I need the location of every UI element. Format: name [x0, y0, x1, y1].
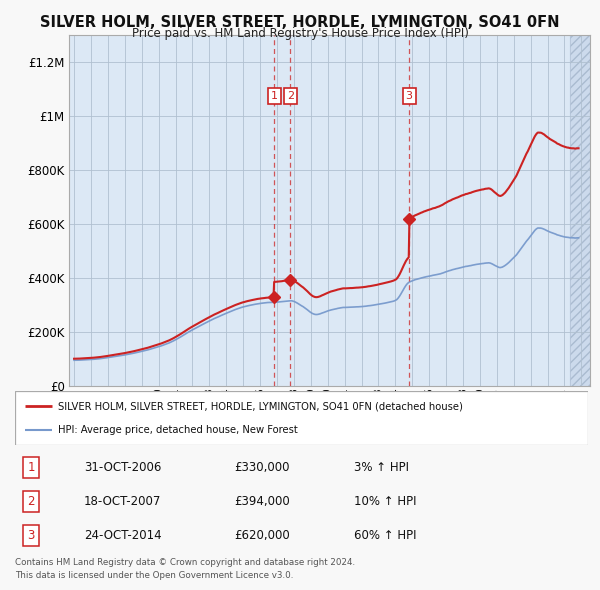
Text: Price paid vs. HM Land Registry's House Price Index (HPI): Price paid vs. HM Land Registry's House … [131, 27, 469, 40]
Text: 18-OCT-2007: 18-OCT-2007 [84, 495, 161, 508]
Text: 2: 2 [287, 91, 294, 101]
Text: 2: 2 [28, 495, 35, 508]
Text: SILVER HOLM, SILVER STREET, HORDLE, LYMINGTON, SO41 0FN (detached house): SILVER HOLM, SILVER STREET, HORDLE, LYMI… [58, 401, 463, 411]
Text: £330,000: £330,000 [234, 461, 290, 474]
Text: 31-OCT-2006: 31-OCT-2006 [84, 461, 161, 474]
Text: HPI: Average price, detached house, New Forest: HPI: Average price, detached house, New … [58, 425, 298, 435]
Text: 1: 1 [28, 461, 35, 474]
Text: 3% ↑ HPI: 3% ↑ HPI [354, 461, 409, 474]
Text: 1: 1 [271, 91, 278, 101]
Text: £620,000: £620,000 [234, 529, 290, 542]
Text: This data is licensed under the Open Government Licence v3.0.: This data is licensed under the Open Gov… [15, 571, 293, 579]
Bar [569, 35, 598, 386]
Text: 3: 3 [406, 91, 413, 101]
Text: 3: 3 [28, 529, 35, 542]
Text: 10% ↑ HPI: 10% ↑ HPI [354, 495, 416, 508]
Text: £394,000: £394,000 [234, 495, 290, 508]
Text: 60% ↑ HPI: 60% ↑ HPI [354, 529, 416, 542]
Text: Contains HM Land Registry data © Crown copyright and database right 2024.: Contains HM Land Registry data © Crown c… [15, 558, 355, 566]
Text: SILVER HOLM, SILVER STREET, HORDLE, LYMINGTON, SO41 0FN: SILVER HOLM, SILVER STREET, HORDLE, LYMI… [40, 15, 560, 30]
Text: 24-OCT-2014: 24-OCT-2014 [84, 529, 161, 542]
